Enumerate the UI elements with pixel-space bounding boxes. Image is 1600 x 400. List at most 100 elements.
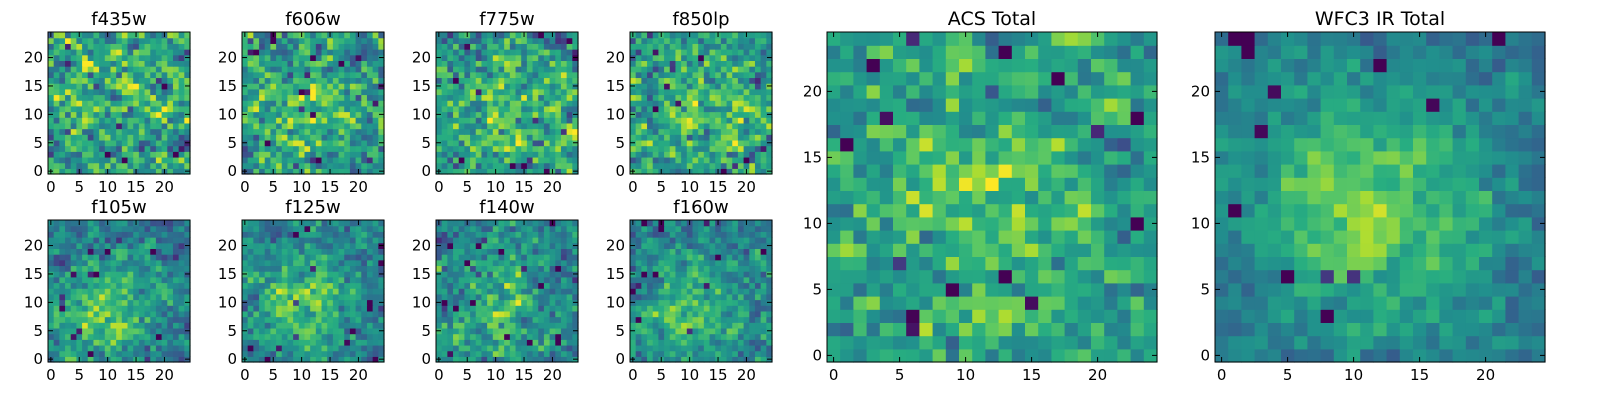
heatmap-cell <box>509 237 517 244</box>
heatmap-cell <box>116 288 123 295</box>
y-tick-label: 5 <box>227 322 237 340</box>
heatmap-cell <box>53 60 60 67</box>
heatmap-cell <box>475 299 483 306</box>
heatmap-cell <box>647 122 654 130</box>
heatmap-cell <box>641 293 648 301</box>
heatmap-cell <box>543 88 551 96</box>
heatmap-cell <box>538 248 545 255</box>
heatmap-cell <box>698 111 705 118</box>
heatmap-cell <box>743 333 750 340</box>
heatmap-cell <box>675 111 682 118</box>
heatmap-cell <box>669 288 677 295</box>
heatmap-cell <box>760 122 767 130</box>
heatmap-cell <box>53 265 60 272</box>
heatmap-cell <box>470 83 477 90</box>
heatmap-cell <box>504 288 511 295</box>
heatmap-cell <box>675 122 682 130</box>
heatmap-cell <box>327 100 334 107</box>
heatmap-cell <box>304 145 311 152</box>
heatmap-cell <box>281 299 289 306</box>
heatmap-cell <box>504 282 511 289</box>
heatmap-cell <box>447 259 454 267</box>
heatmap-cell <box>447 327 454 335</box>
heatmap-cell <box>532 100 539 107</box>
heatmap-cell <box>70 37 77 44</box>
heatmap-cell <box>470 231 477 238</box>
heatmap-cell <box>133 94 140 101</box>
heatmap-cell <box>635 139 642 147</box>
heatmap-cell <box>155 231 163 238</box>
heatmap-cell <box>498 350 505 357</box>
heatmap-cell <box>172 299 180 306</box>
heatmap-cell <box>281 333 289 340</box>
heatmap-cell <box>150 88 157 96</box>
heatmap-cell <box>504 310 511 318</box>
heatmap-cell <box>361 322 368 329</box>
heatmap-cell <box>737 32 745 39</box>
heatmap-cell <box>99 71 106 79</box>
heatmap-cell <box>138 282 146 289</box>
heatmap-cell <box>287 339 294 346</box>
heatmap-cell <box>110 231 117 238</box>
heatmap-cell <box>754 83 762 90</box>
heatmap-cell <box>703 282 711 289</box>
heatmap-cell <box>436 339 443 346</box>
heatmap-cell <box>641 168 648 175</box>
heatmap-cell <box>87 77 95 84</box>
heatmap-cell <box>566 322 573 329</box>
heatmap-cell <box>161 139 168 147</box>
heatmap-cell <box>264 356 271 363</box>
heatmap-cell <box>76 49 83 56</box>
heatmap-cell <box>293 259 300 267</box>
heatmap-cell <box>732 168 739 175</box>
heatmap-cell <box>127 100 134 107</box>
heatmap-cell <box>453 105 460 113</box>
heatmap-cell <box>692 128 699 135</box>
heatmap-cell <box>366 83 374 90</box>
heatmap-cell <box>293 339 300 346</box>
heatmap-cell <box>76 265 83 272</box>
heatmap-cell <box>641 344 648 352</box>
heatmap-cell <box>504 111 511 118</box>
heatmap-cell <box>242 305 249 312</box>
heatmap-cell <box>675 60 682 67</box>
heatmap-cell <box>247 105 254 113</box>
heatmap-cell <box>144 327 151 335</box>
heatmap-cell <box>53 134 60 141</box>
heatmap-cell <box>361 316 368 323</box>
heatmap-cell <box>321 276 328 284</box>
heatmap-cell <box>121 128 129 135</box>
heatmap-cell <box>372 316 379 323</box>
heatmap-cell <box>99 242 106 249</box>
heatmap-cell <box>287 88 294 96</box>
heatmap-cell <box>361 259 368 267</box>
heatmap-cell <box>315 49 323 56</box>
heatmap-cell <box>355 259 362 267</box>
heatmap-cell <box>453 327 460 335</box>
heatmap-cell <box>48 259 55 267</box>
heatmap-cell <box>48 88 55 96</box>
heatmap-cell <box>441 43 448 50</box>
heatmap-cell <box>538 83 545 90</box>
heatmap-cell <box>304 37 311 44</box>
heatmap-cell <box>686 151 694 158</box>
heatmap-cell <box>521 225 528 232</box>
heatmap-cell <box>658 43 665 50</box>
heatmap-cell <box>664 327 671 335</box>
heatmap-cell <box>692 151 699 158</box>
heatmap-cell <box>104 333 112 340</box>
heatmap-cell <box>270 100 277 107</box>
heatmap-cell <box>264 299 271 306</box>
heatmap-cell <box>726 60 733 67</box>
heatmap-cell <box>709 88 716 96</box>
heatmap-cell <box>566 265 573 272</box>
heatmap-cell <box>70 293 77 301</box>
heatmap-cell <box>538 276 545 284</box>
heatmap-cell <box>703 37 711 44</box>
heatmap-cell <box>681 66 688 73</box>
heatmap-cell <box>681 316 688 323</box>
heatmap-cell <box>281 77 289 84</box>
heatmap-cell <box>555 242 562 249</box>
heatmap-cell <box>65 94 72 101</box>
heatmap-cell <box>549 83 556 90</box>
